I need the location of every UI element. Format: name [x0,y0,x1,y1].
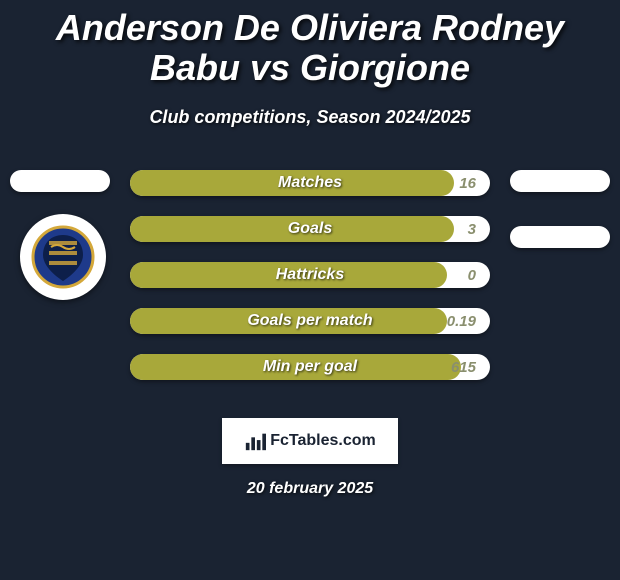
stat-bar-value: 3 [468,216,476,242]
stat-bar: Hattricks0 [130,262,490,288]
right-player-pill-2 [510,226,610,248]
club-crest-icon [31,225,95,289]
date-stamp: 20 february 2025 [0,480,620,498]
subtitle: Club competitions, Season 2024/2025 [0,107,620,128]
stat-bar-value: 615 [451,354,476,380]
stat-bar: Goals per match0.19 [130,308,490,334]
page-title: Anderson De Oliviera Rodney Babu vs Gior… [0,0,620,87]
stat-bar-value: 0 [468,262,476,288]
stat-bar: Matches16 [130,170,490,196]
stat-bar-label: Min per goal [130,354,490,380]
club-crest [20,214,106,300]
stat-bar-label: Hattricks [130,262,490,288]
stat-bar-label: Matches [130,170,490,196]
logo-text: FcTables.com [270,432,376,450]
stat-bar: Goals3 [130,216,490,242]
comparison-arena: Matches16 Goals3 Hattricks0 Goals per match… [0,170,620,400]
bar-chart-icon [244,430,266,452]
stat-bar-value: 16 [459,170,476,196]
stat-bars: Matches16 Goals3 Hattricks0 Goals per match… [130,170,490,400]
stat-bar: Min per goal615 [130,354,490,380]
stat-bar-label: Goals per match [130,308,490,334]
stat-bar-label: Goals [130,216,490,242]
left-player-pill [10,170,110,192]
fctables-logo: FcTables.com [222,418,398,464]
stat-bar-value: 0.19 [447,308,476,334]
right-player-pill [510,170,610,192]
